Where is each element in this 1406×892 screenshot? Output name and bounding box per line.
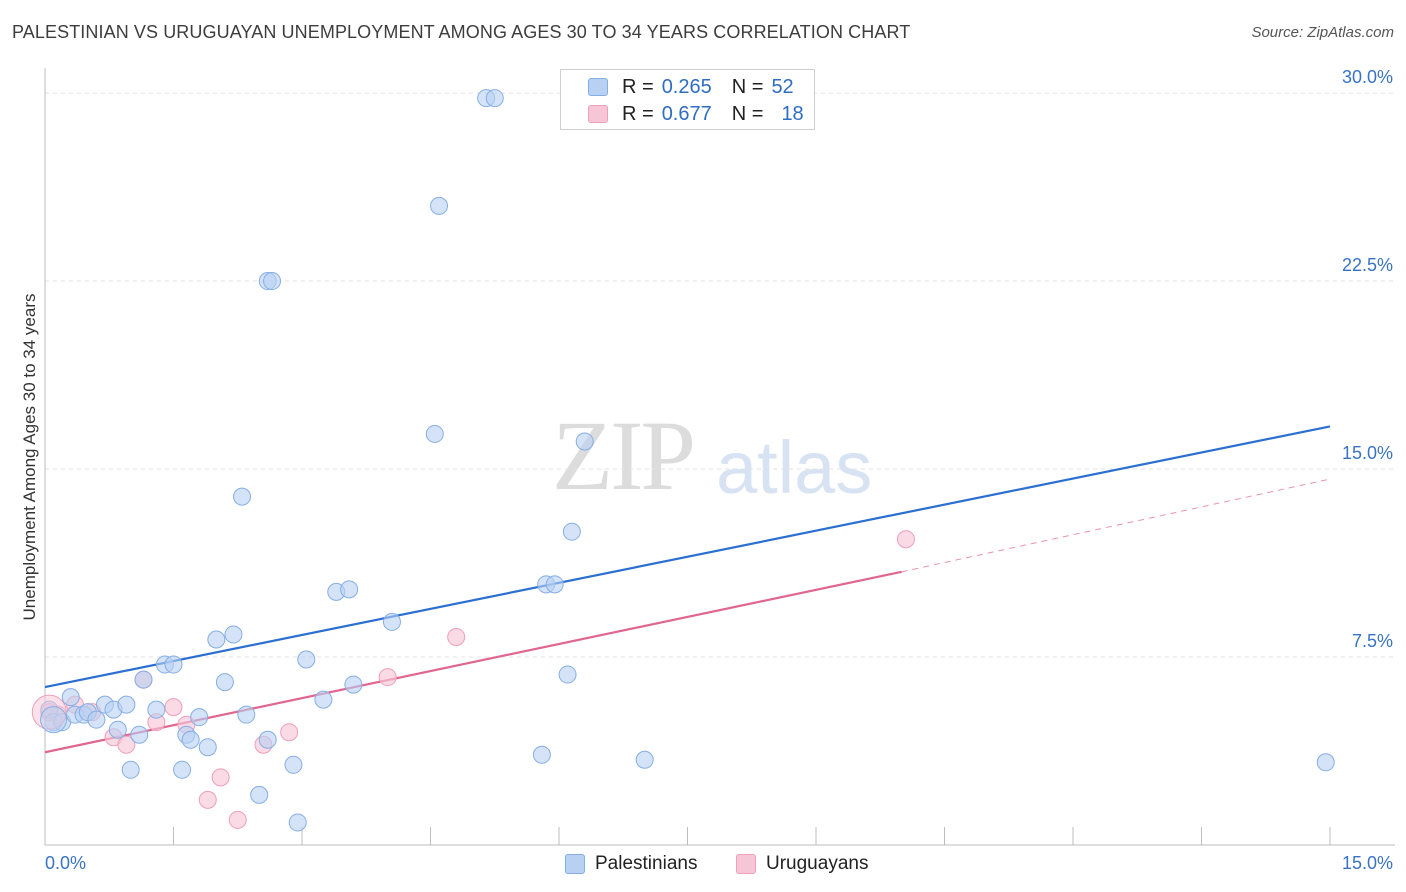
- palestinian-point: [545, 575, 564, 594]
- legend-n-value: 18: [781, 102, 804, 125]
- x-tick-label: 0.0%: [45, 853, 86, 873]
- uruguayan-point: [228, 810, 247, 829]
- uruguayan-point: [896, 530, 915, 549]
- palestinian-point: [344, 675, 363, 694]
- palestinian-point: [562, 522, 581, 541]
- watermark-zip: ZIP: [552, 400, 696, 511]
- y-tick-label: 15.0%: [1342, 443, 1393, 463]
- bottom-legend-palestinians: Palestinians: [565, 852, 697, 876]
- bottom-legend-label: Uruguayans: [766, 853, 869, 874]
- palestinian-point: [635, 750, 654, 769]
- legend-n-value: 52: [771, 75, 794, 98]
- palestinian-point: [130, 725, 149, 744]
- point-layer: [31, 89, 1335, 832]
- bottom-legend-label: Palestinians: [595, 853, 698, 874]
- uruguayan-point: [280, 723, 299, 742]
- legend-n-label: N =: [731, 102, 764, 125]
- palestinian-point: [207, 630, 226, 649]
- legend-row-palestinians: R = 0.265 N = 52: [561, 74, 794, 100]
- label-layer: 7.5% 15.0% 22.5% 30.0% 0.0% 15.0%: [45, 67, 1393, 873]
- legend-swatch-pink: [588, 105, 608, 123]
- palestinian-point: [425, 424, 444, 443]
- palestinian-point: [173, 760, 192, 779]
- x-tick-label: 15.0%: [1342, 853, 1393, 873]
- palestinian-point: [61, 688, 80, 707]
- palestinian-point: [430, 196, 449, 215]
- axis-layer: [44, 68, 1395, 846]
- palestinian-point: [314, 690, 333, 709]
- grid-layer: [45, 92, 1395, 658]
- uruguayan-point: [164, 698, 183, 717]
- chart-title: PALESTINIAN VS URUGUAYAN UNEMPLOYMENT AM…: [12, 22, 911, 42]
- palestinian-point: [181, 730, 200, 749]
- palestinian-point: [147, 700, 166, 719]
- palestinian-point: [190, 708, 209, 727]
- palestinian-trendline: [44, 425, 1331, 689]
- bottom-legend-swatch-pink: [736, 854, 756, 874]
- palestinian-point: [258, 730, 277, 749]
- palestinian-point: [164, 655, 183, 674]
- y-tick-label: 30.0%: [1342, 67, 1393, 87]
- palestinian-point: [263, 272, 282, 291]
- uruguayan-point: [117, 735, 136, 754]
- uruguayan-point: [378, 668, 397, 687]
- y-tick-label: 7.5%: [1352, 631, 1393, 651]
- uruguayan-trendline-extension: [901, 478, 1331, 573]
- stats-legend: R = 0.265 N = 52 R = 0.677 N = 18: [560, 69, 815, 130]
- palestinian-point: [215, 673, 234, 692]
- palestinian-point: [121, 760, 140, 779]
- palestinian-point: [87, 710, 106, 729]
- legend-r-value: 0.265: [661, 75, 712, 98]
- uruguayan-point: [198, 790, 217, 809]
- palestinian-point: [532, 745, 551, 764]
- palestinian-point: [233, 487, 252, 506]
- legend-swatch-blue: [588, 78, 608, 96]
- palestinian-point: [558, 665, 577, 684]
- palestinian-point-large: [40, 706, 68, 734]
- palestinian-point: [117, 695, 136, 714]
- palestinian-point: [134, 670, 153, 689]
- palestinian-point: [288, 813, 307, 832]
- legend-r-label: R =: [622, 102, 654, 125]
- palestinian-point: [575, 432, 594, 451]
- bottom-legend-swatch-blue: [565, 854, 585, 874]
- legend-r-value: 0.677: [661, 102, 712, 125]
- legend-row-uruguayans: R = 0.677 N = 18: [561, 101, 804, 127]
- palestinian-point: [340, 580, 359, 599]
- palestinian-point: [382, 612, 401, 631]
- palestinian-point: [237, 705, 256, 724]
- palestinian-point: [108, 720, 127, 739]
- palestinian-point: [297, 650, 316, 669]
- source-label: Source: ZipAtlas.com: [1251, 24, 1394, 41]
- uruguayan-point: [447, 627, 466, 646]
- legend-r-label: R =: [622, 75, 654, 98]
- palestinian-point: [485, 89, 504, 108]
- palestinian-point: [198, 738, 217, 757]
- trend-layer: [44, 425, 1331, 754]
- palestinian-point: [250, 785, 269, 804]
- palestinian-point: [284, 755, 303, 774]
- palestinian-point: [224, 625, 243, 644]
- uruguayan-point: [211, 768, 230, 787]
- watermark-atlas: atlas: [716, 426, 873, 509]
- legend-n-label: N =: [731, 75, 764, 98]
- y-tick-label: 22.5%: [1342, 255, 1393, 275]
- bottom-legend-uruguayans: Uruguayans: [736, 852, 868, 876]
- palestinian-point: [1316, 753, 1335, 772]
- y-axis-label: Unemployment Among Ages 30 to 34 years: [20, 293, 39, 621]
